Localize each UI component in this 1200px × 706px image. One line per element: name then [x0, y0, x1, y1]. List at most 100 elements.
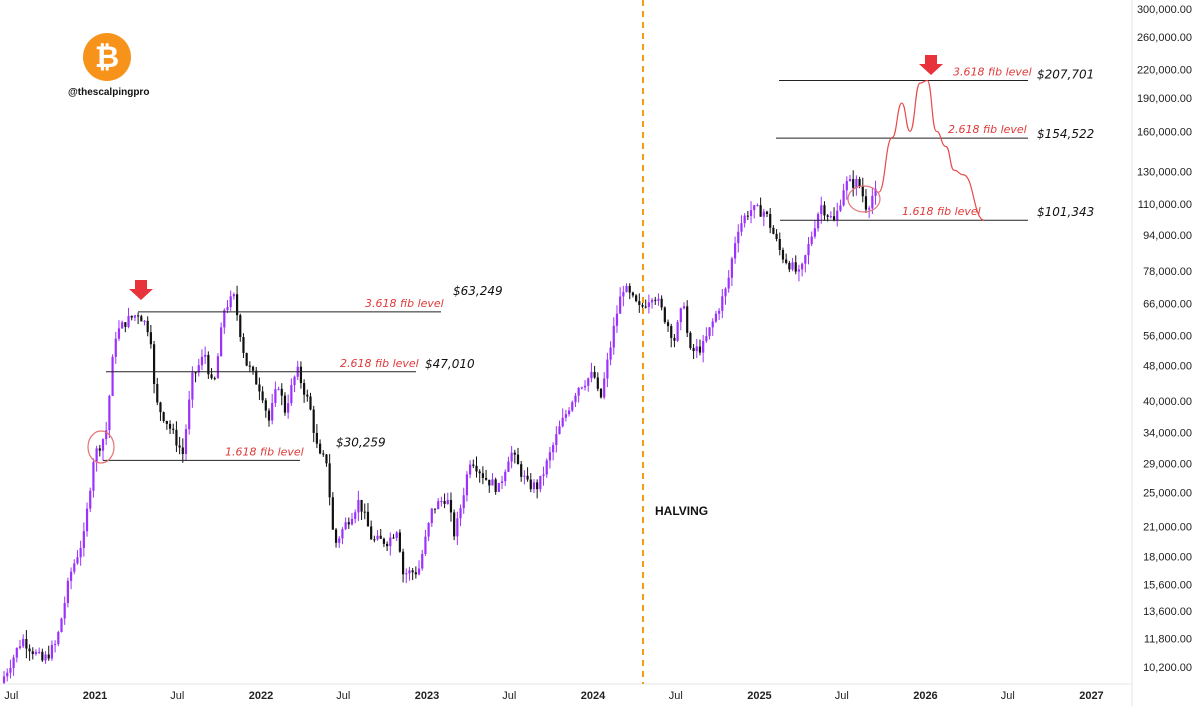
candle-body [816, 214, 820, 229]
candle-body [133, 315, 137, 318]
candle-body [663, 307, 666, 323]
candle-body [625, 285, 628, 292]
candle-body [143, 320, 146, 322]
candle-body [644, 306, 647, 308]
candle-body [871, 195, 874, 209]
candle-body [606, 359, 609, 379]
candle-body [730, 258, 733, 278]
candle-body [561, 417, 564, 427]
candle-body [315, 432, 318, 444]
candle-body [692, 347, 695, 352]
candle-body [114, 338, 117, 357]
candle-body [424, 536, 427, 554]
candle-body [456, 518, 459, 537]
candle-body [868, 208, 871, 210]
candle-body [2, 676, 6, 683]
candle-body [223, 310, 226, 328]
y-tick-label: 66,000.00 [1143, 299, 1192, 311]
x-tick-label: 2027 [1079, 690, 1103, 702]
candle-body [446, 500, 449, 504]
fib-levels: 1.618 fib level $30,259 2.618 fib level $47… [103, 66, 1094, 461]
candle-body [194, 372, 197, 374]
candle-body [749, 210, 753, 216]
candle-body [54, 644, 57, 646]
candle-body [641, 304, 644, 307]
candle-body [676, 322, 679, 341]
candle-body [159, 402, 162, 413]
candle-body [89, 490, 92, 509]
candle-body [858, 179, 861, 187]
y-tick-label: 78,000.00 [1143, 266, 1192, 278]
candle-body [430, 508, 433, 524]
candle-body [213, 378, 216, 380]
candle-body [475, 465, 478, 472]
candle-body [520, 464, 523, 477]
candle-body [529, 479, 532, 490]
candle-body [6, 672, 9, 677]
candle-body [484, 477, 488, 480]
candle-body [66, 580, 69, 604]
candle-body [437, 501, 440, 510]
candle-body [705, 336, 708, 342]
candle-body [124, 322, 127, 327]
candle-body [188, 399, 191, 430]
candle-body [334, 529, 338, 543]
candle-body [756, 205, 759, 207]
candle-body [465, 474, 469, 496]
candle-body [408, 570, 411, 574]
candle-body [740, 223, 743, 232]
candle-body [698, 346, 702, 353]
candle-body [242, 337, 245, 353]
candle-body [322, 453, 325, 455]
candle-body [469, 464, 472, 475]
candle-body [504, 471, 507, 482]
candle-body [507, 461, 510, 472]
candle-body [226, 307, 229, 311]
candle-body [791, 262, 794, 270]
fib-price-label: $154,522 [1037, 127, 1094, 141]
candle-body [536, 482, 539, 490]
candle-body [341, 529, 344, 539]
candle-body [775, 233, 778, 239]
brand-logo: ₿ [83, 33, 131, 81]
candle-body [22, 639, 25, 647]
candle-body [781, 249, 785, 260]
y-tick-label: 15,600.00 [1143, 579, 1192, 591]
candle-body [848, 179, 852, 182]
candle-body [204, 354, 207, 357]
x-tick-label: Jul [1001, 690, 1015, 702]
candle-body [382, 538, 386, 544]
candle-body [57, 632, 60, 645]
candle-body [389, 537, 392, 547]
candle-body [376, 535, 379, 540]
candle-body [488, 479, 491, 486]
candle-body [130, 315, 133, 318]
candle-body [421, 553, 424, 569]
candle-body [619, 296, 622, 314]
candle-body [344, 522, 347, 530]
candle-body [813, 228, 816, 237]
y-tick-label: 94,000.00 [1143, 230, 1192, 242]
candle-body [797, 269, 801, 272]
candle-body [852, 179, 855, 188]
candle-body [101, 439, 105, 451]
candle-body [73, 563, 76, 572]
candle-body [577, 387, 580, 396]
candle-body [599, 388, 603, 398]
fib-price-label: $101,343 [1037, 205, 1094, 219]
candle-body [299, 366, 303, 384]
candle-body [277, 388, 280, 390]
candle-body [733, 243, 737, 259]
candle-body [724, 288, 727, 297]
candle-body [283, 395, 287, 413]
candle-body [542, 474, 545, 476]
candle-body [47, 654, 50, 659]
candle-body [15, 648, 18, 658]
candle-body [50, 644, 54, 659]
candle-body [85, 508, 89, 532]
candle-body [248, 365, 251, 367]
candle-body [449, 500, 453, 513]
candle-body [612, 325, 615, 348]
candle-body [686, 306, 689, 333]
candle-body [261, 391, 264, 401]
